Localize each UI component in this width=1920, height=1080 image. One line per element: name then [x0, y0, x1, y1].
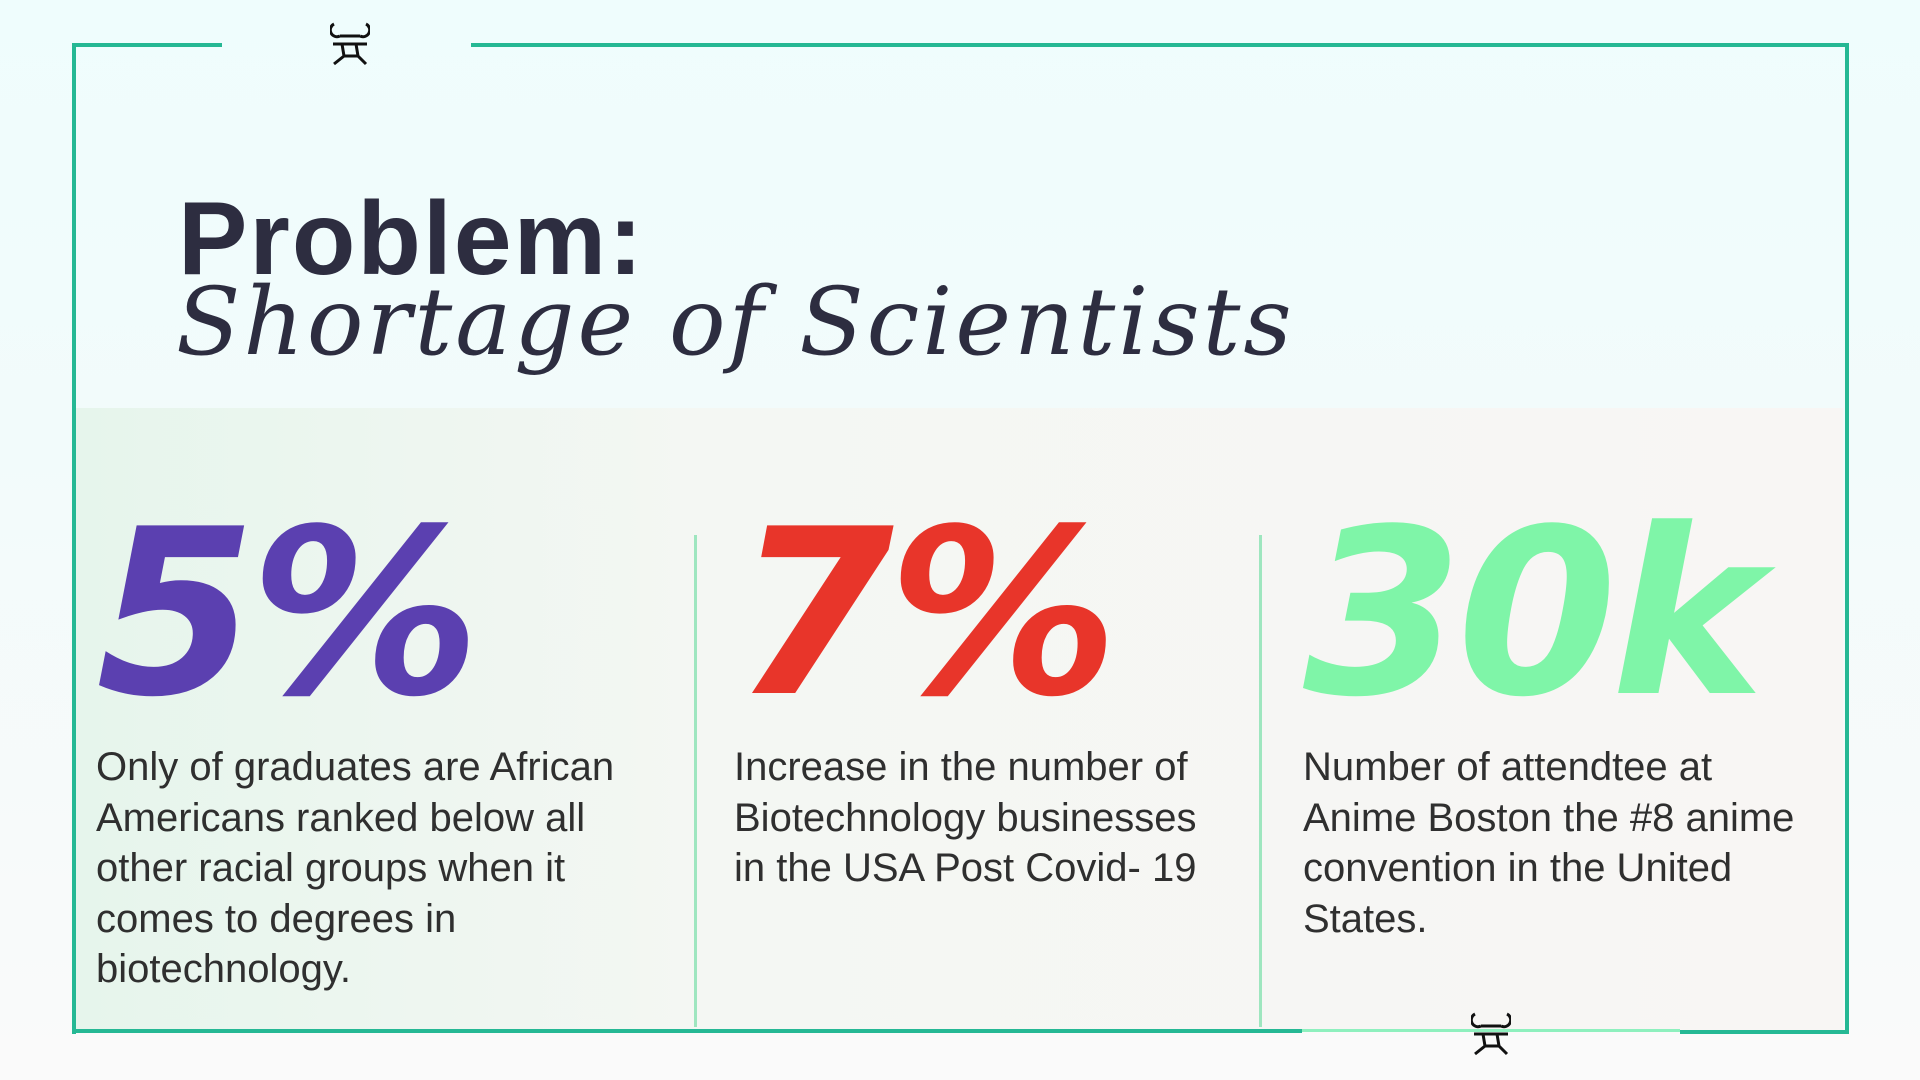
stat-description: Only of graduates are African Americans … [96, 745, 615, 991]
column-divider [694, 535, 697, 1027]
stat-value: 5% [96, 481, 480, 748]
frame-top-left [72, 43, 222, 47]
frame-left [72, 43, 76, 1034]
logo-icon [330, 22, 370, 66]
stats-panel [76, 408, 1843, 1030]
stat-value: 30k [1303, 481, 1764, 748]
stat-graduates: 5% Only of graduates are African America… [96, 500, 656, 995]
page-title: Problem: [178, 181, 645, 297]
stat-value: 7% [734, 481, 1118, 748]
stat-biotech-growth: 7% Increase in the number of Biotechnolo… [734, 500, 1234, 894]
stat-description: Increase in the number of Biotechnology … [734, 745, 1197, 890]
frame-bottom-right [1680, 1030, 1849, 1034]
logo-icon-bottom [1471, 1012, 1511, 1056]
page-subtitle: Shortage of Scientists [176, 268, 1295, 377]
frame-top-right [471, 43, 1849, 47]
frame-bottom-left [72, 1029, 1302, 1033]
stat-anime-boston: 30k Number of attendtee at Anime Boston … [1303, 500, 1813, 944]
frame-bottom-mid [1302, 1029, 1680, 1032]
frame-right [1845, 43, 1849, 1034]
column-divider [1259, 535, 1262, 1027]
stat-description: Number of attendtee at Anime Boston the … [1303, 745, 1795, 941]
